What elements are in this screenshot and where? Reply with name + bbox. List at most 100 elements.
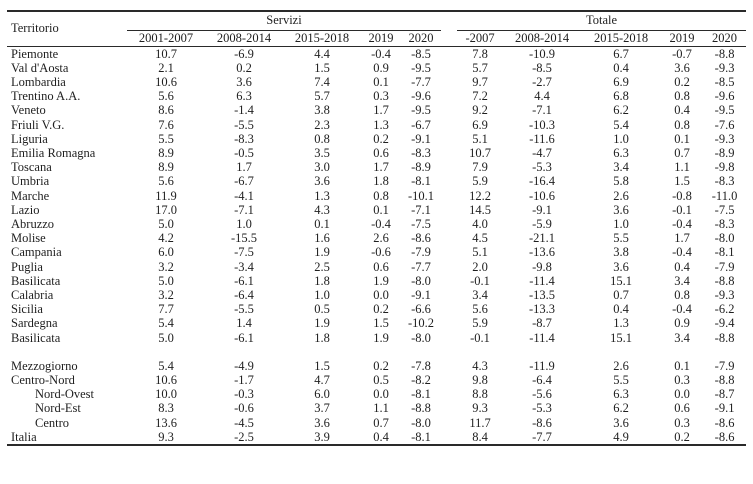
territory-label: Italia bbox=[11, 429, 37, 444]
servizi-value-cell: 2.3 bbox=[314, 117, 330, 132]
totale-value-cell: 4.4 bbox=[534, 89, 550, 104]
gutter-cell bbox=[441, 46, 457, 61]
totale-value-cell: 9.7 bbox=[472, 74, 488, 89]
totale-value-cell: -9.4 bbox=[714, 316, 735, 331]
servizi-value-cell: -0.4 bbox=[371, 216, 391, 231]
servizi-value-cell: 0.1 bbox=[373, 202, 389, 217]
gutter-cell bbox=[441, 331, 457, 345]
totale-value-cell: 5.5 bbox=[613, 372, 629, 387]
totale-value-cell: -9.6 bbox=[714, 89, 735, 104]
table-row: Friuli V.G. 7.6 -5.5 2.3 1.3 -6.7 6.9 -10.3 5.4 0… bbox=[7, 118, 746, 132]
totale-value-cell: 3.6 bbox=[613, 259, 629, 274]
gutter-cell bbox=[441, 401, 457, 415]
servizi-value-cell: 0.7 bbox=[373, 415, 389, 430]
totale-value-cell: -8.0 bbox=[714, 231, 735, 246]
servizi-value-cell: -0.5 bbox=[234, 145, 254, 160]
servizi-value-cell: -8.1 bbox=[411, 429, 431, 444]
table-row: Umbria 5.6 -6.7 3.6 1.8 -8.1 5.9 -16.4 5.8 1.5 -8.… bbox=[7, 174, 746, 188]
servizi-value-cell: -5.5 bbox=[234, 302, 254, 317]
servizi-value-cell: -7.1 bbox=[234, 202, 254, 217]
totale-value-cell: -7.6 bbox=[714, 117, 735, 132]
servizi-value-cell: 0.2 bbox=[373, 302, 389, 317]
table-row: Sardegna 5.4 1.4 1.9 1.5 -10.2 5.9 -8.7 1.3 0.9 -9… bbox=[7, 316, 746, 330]
totale-value-cell: 0.8 bbox=[674, 287, 690, 302]
totale-value-cell: 3.4 bbox=[674, 330, 690, 345]
totale-value-cell: 6.8 bbox=[613, 89, 629, 104]
totale-value-cell: -0.4 bbox=[672, 302, 692, 317]
territory-label: Basilicata bbox=[11, 330, 61, 345]
table-row: Molise 4.2 -15.5 1.6 2.6 -8.6 4.5 -21.1 5.5 1.7 -8… bbox=[7, 231, 746, 245]
servizi-value-cell: 1.0 bbox=[236, 216, 252, 231]
spacer-row bbox=[7, 345, 746, 359]
servizi-value-cell: 3.9 bbox=[314, 429, 330, 444]
totale-value-cell: 0.7 bbox=[613, 287, 629, 302]
totale-value-cell: 5.1 bbox=[472, 131, 488, 146]
servizi-value-cell: 3.7 bbox=[314, 401, 330, 416]
servizi-value-cell: 5.4 bbox=[158, 358, 174, 373]
group-header-totale: Totale bbox=[457, 11, 747, 31]
totale-value-cell: -13.3 bbox=[529, 302, 556, 317]
gutter-cell bbox=[441, 316, 457, 330]
servizi-value-cell: 17.0 bbox=[155, 202, 177, 217]
territory-label: Toscana bbox=[11, 160, 52, 175]
territory-label: Sardegna bbox=[11, 316, 58, 331]
totale-value-cell: 1.0 bbox=[613, 216, 629, 231]
totale-value-cell: 7.8 bbox=[472, 46, 488, 61]
totale-value-cell: 10.7 bbox=[469, 145, 491, 160]
totale-value-cell: 5.9 bbox=[472, 316, 488, 331]
servizi-value-cell: 3.2 bbox=[158, 287, 174, 302]
table-row: Marche 11.9 -4.1 1.3 0.8 -10.1 12.2 -10.6 2.6 -0.… bbox=[7, 189, 746, 203]
gutter-cell bbox=[441, 430, 457, 445]
totale-value-cell: 8.8 bbox=[472, 387, 488, 402]
gutter-cell bbox=[441, 245, 457, 259]
servizi-value-cell: 0.1 bbox=[314, 216, 330, 231]
totale-period-2008-2014: 2008-2014 bbox=[503, 30, 582, 47]
table-row: Basilicata 5.0 -6.1 1.8 1.9 -8.0 -0.1 -11.4 15.1… bbox=[7, 331, 746, 345]
servizi-value-cell: -6.1 bbox=[234, 273, 254, 288]
table-row: Nord-Ovest 10.0 -0.3 6.0 0.0 -8.1 8.8 -5.6 6.3 0.… bbox=[7, 387, 746, 401]
regional-growth-table: Territorio Servizi Totale 2001-2007 2008… bbox=[7, 10, 747, 446]
servizi-value-cell: 0.2 bbox=[373, 131, 389, 146]
servizi-value-cell: -6.7 bbox=[234, 174, 254, 189]
servizi-value-cell: -8.0 bbox=[411, 330, 431, 345]
totale-value-cell: 5.9 bbox=[472, 174, 488, 189]
totale-value-cell: 5.4 bbox=[613, 117, 629, 132]
totale-value-cell: 1.7 bbox=[674, 231, 690, 246]
servizi-value-cell: -7.5 bbox=[234, 245, 254, 260]
totale-value-cell: 4.0 bbox=[472, 216, 488, 231]
servizi-value-cell: 0.0 bbox=[373, 287, 389, 302]
totale-value-cell: -8.9 bbox=[714, 145, 735, 160]
servizi-value-cell: -15.5 bbox=[230, 231, 258, 246]
gutter-cell bbox=[441, 146, 457, 160]
totale-value-cell: -8.8 bbox=[714, 372, 735, 387]
totale-value-cell: -7.5 bbox=[714, 202, 735, 217]
servizi-value-cell: 1.9 bbox=[373, 273, 389, 288]
servizi-value-cell: -8.0 bbox=[411, 415, 431, 430]
totale-value-cell: -9.5 bbox=[714, 103, 735, 118]
table-row: Veneto 8.6 -1.4 3.8 1.7 -9.5 9.2 -7.1 6.2 0.4 -9.5 bbox=[7, 103, 746, 117]
table-row: Liguria 5.5 -8.3 0.8 0.2 -9.1 5.1 -11.6 1.0 0.1 -9… bbox=[7, 132, 746, 146]
territory-label: Lombardia bbox=[11, 74, 66, 89]
totale-value-cell: -7.9 bbox=[714, 358, 735, 373]
servizi-value-cell: 0.9 bbox=[373, 60, 389, 75]
territory-label: Calabria bbox=[11, 287, 54, 302]
servizi-value-cell: -8.5 bbox=[411, 46, 431, 61]
table-body: Piemonte 10.7 -6.9 4.4 -0.4 -8.5 7.8 -10.9 6.7 -0… bbox=[7, 46, 746, 445]
servizi-value-cell: -8.1 bbox=[411, 174, 431, 189]
territory-label: Marche bbox=[11, 188, 50, 203]
group-header-servizi: Servizi bbox=[127, 11, 442, 31]
servizi-value-cell: 1.9 bbox=[314, 316, 330, 331]
gutter-cell bbox=[441, 260, 457, 274]
territory-label: Centro-Nord bbox=[11, 372, 75, 387]
servizi-value-cell: -1.7 bbox=[234, 372, 254, 387]
totale-value-cell: 5.5 bbox=[613, 231, 629, 246]
table-row: Lombardia 10.6 3.6 7.4 0.1 -7.7 9.7 -2.7 6.9 0.2 -… bbox=[7, 75, 746, 89]
totale-value-cell: 2.6 bbox=[613, 188, 629, 203]
totale-value-cell: 0.9 bbox=[674, 316, 690, 331]
totale-value-cell: -8.8 bbox=[714, 46, 735, 61]
servizi-value-cell: 3.2 bbox=[158, 259, 174, 274]
table-row: Italia 9.3 -2.5 3.9 0.4 -8.1 8.4 -7.7 4.9 0.2 -8.6 bbox=[7, 430, 746, 445]
totale-value-cell: -16.4 bbox=[529, 174, 556, 189]
totale-value-cell: -0.7 bbox=[672, 46, 692, 61]
